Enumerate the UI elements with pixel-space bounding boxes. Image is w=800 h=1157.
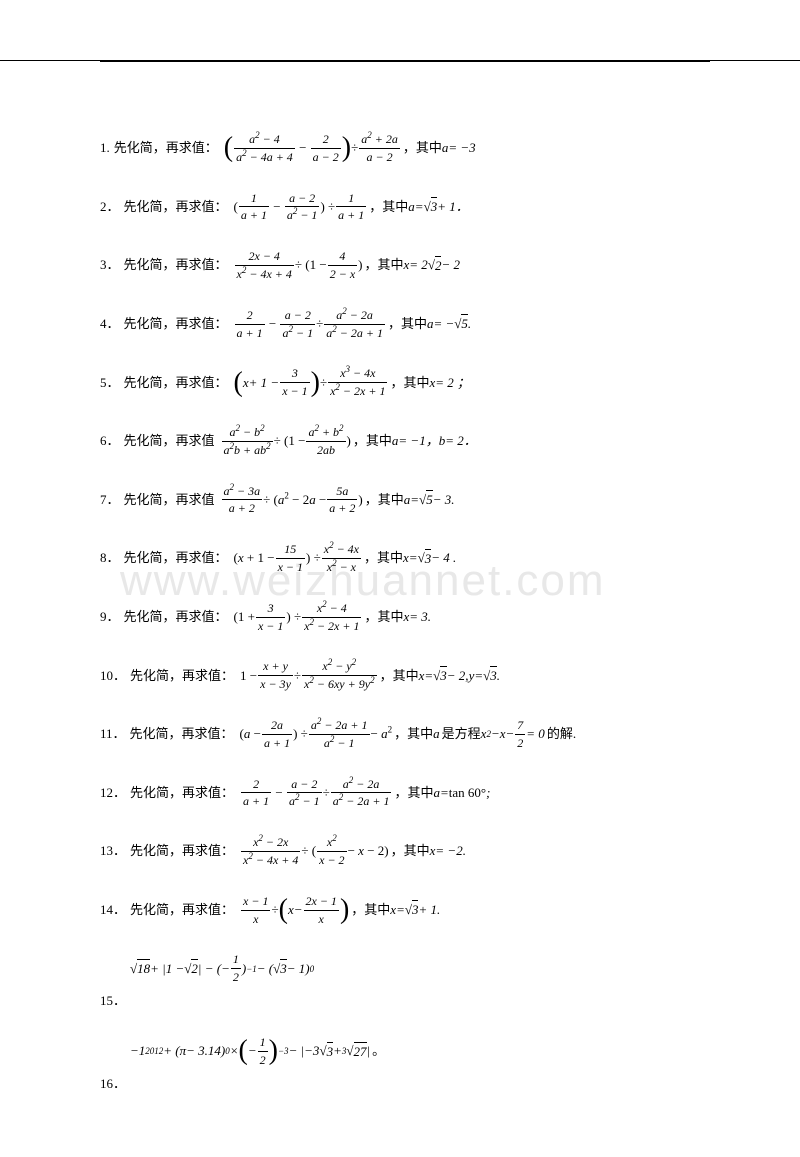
p9-expr: (1 + 3x − 1 ) ÷ x2 − 4x2 − 2x + 1 [234, 600, 363, 635]
p1-num: 1. [100, 139, 110, 157]
p11-tail: ，其中 [394, 725, 433, 743]
p9-num: 9． [100, 608, 120, 626]
p7-val: a = √5 − 3. [404, 490, 455, 509]
problem-10: 10． 先化简，再求值： 1 − x + yx − 3y ÷ x2 − y2x2… [100, 658, 710, 693]
p3-expr: 2x − 4x2 − 4x + 4 ÷ (1 − 42 − x ) [234, 248, 363, 283]
p2-tail: ，其中 [369, 198, 408, 216]
p10-tail: ，其中 [380, 667, 419, 685]
p8-label: 先化简，再求值： [124, 549, 228, 567]
p12-val: a = tan 60° ; [433, 784, 490, 802]
p12-tail: ，其中 [394, 784, 433, 802]
p7-num: 7． [100, 491, 120, 509]
p4-val: a = −√5. [427, 314, 471, 333]
p3-label: 先化简，再求值： [124, 256, 228, 274]
problem-7: 7． 先化简，再求值 a2 − 3aa + 2 ÷ (a2 − 2a − 5aa… [100, 483, 710, 518]
p7-tail: ，其中 [365, 491, 404, 509]
p9-val: x = 3. [404, 608, 432, 626]
p13-num: 13． [100, 842, 126, 860]
p5-tail: ，其中 [390, 374, 429, 392]
p16-expr: −12012 + (π − 3.14)0 × (−12)−3 − |−3√3 +… [130, 1034, 370, 1069]
problem-11: 11． 先化简，再求值： (a − 2aa + 1 ) ÷ a2 − 2a + … [100, 717, 710, 752]
p3-val: x = 2√2 − 2 [404, 256, 460, 275]
p6-num: 6． [100, 432, 120, 450]
problem-2: 2． 先化简，再求值： ( 1a + 1 − a − 2a2 − 1 ) ÷ 1… [100, 190, 710, 225]
problem-4: 4． 先化简，再求值： 2a + 1 − a − 2a2 − 1 ÷ a2 − … [100, 307, 710, 342]
p14-expr: x − 1x ÷ ( x − 2x − 1x ) [240, 893, 349, 928]
p7-expr: a2 − 3aa + 2 ÷ (a2 − 2a − 5aa + 2 ) [221, 483, 363, 518]
problem-13: 13． 先化简，再求值： x2 − 2xx2 − 4x + 4 ÷ ( x2x … [100, 834, 710, 869]
p11-label: 先化简，再求值： [130, 725, 234, 743]
p10-val: x = √3 − 2, y = √3. [419, 666, 500, 685]
p12-expr: 2a + 1 − a − 2a2 − 1 ÷ a2 − 2aa2 − 2a + … [240, 776, 392, 811]
p16-period: 。 [372, 1042, 385, 1060]
p2-label: 先化简，再求值： [124, 198, 228, 216]
p14-label: 先化简，再求值： [130, 901, 234, 919]
p2-expr: ( 1a + 1 − a − 2a2 − 1 ) ÷ 1a + 1 [234, 190, 368, 225]
p16-num: 16． [100, 1075, 126, 1093]
p1-val: a = −3 [442, 139, 476, 157]
p4-num: 4． [100, 315, 120, 333]
p13-expr: x2 − 2xx2 − 4x + 4 ÷ ( x2x − 2 − x − 2) [240, 834, 389, 869]
p1-tail: ，其中 [403, 139, 442, 157]
problem-6: 6． 先化简，再求值 a2 − b2a2b + ab2 ÷ (1 − a2 + … [100, 424, 710, 459]
p5-num: 5． [100, 374, 120, 392]
p4-label: 先化简，再求值： [124, 315, 228, 333]
problem-16: −12012 + (π − 3.14)0 × (−12)−3 − |−3√3 +… [100, 1034, 710, 1069]
p9-label: 先化简，再求值： [124, 608, 228, 626]
p15-num: 15． [100, 992, 126, 1010]
p1-expr: ( a2 − 4a2 − 4a + 4 − 2a − 2 ) ÷ a2 + 2a… [224, 131, 401, 166]
p11-num: 11． [100, 725, 126, 743]
p16-num-row: 16． [100, 1075, 710, 1093]
problem-1: 1. 先化简，再求值： ( a2 − 4a2 − 4a + 4 − 2a − 2… [100, 131, 710, 166]
problem-5: 5． 先化简，再求值： ( x + 1 − 3x − 1 ) ÷ x3 − 4x… [100, 365, 710, 400]
p8-val: x = √3 − 4 . [403, 549, 456, 568]
p6-expr: a2 − b2a2b + ab2 ÷ (1 − a2 + b22ab ) [221, 424, 351, 459]
p4-expr: 2a + 1 − a − 2a2 − 1 ÷ a2 − 2aa2 − 2a + … [234, 307, 386, 342]
p2-val: a = √3 + 1． [408, 197, 468, 216]
p10-expr: 1 − x + yx − 3y ÷ x2 − y2x2 − 6xy + 9y2 [240, 658, 378, 693]
p13-tail: ，其中 [391, 842, 430, 860]
p10-num: 10． [100, 667, 126, 685]
problem-15: √18 + |1 − √2| − (−12)−1 − (√3 − 1)0 [100, 951, 710, 986]
p13-val: x = −2. [430, 842, 466, 860]
p4-tail: ，其中 [388, 315, 427, 333]
p6-tail: ，其中 [353, 432, 392, 450]
p5-val: x = 2 ； [429, 374, 470, 392]
p9-tail: ，其中 [364, 608, 403, 626]
p1-label: 先化简，再求值： [114, 139, 218, 157]
p15-num-row: 15． [100, 992, 710, 1010]
problem-9: 9． 先化简，再求值： (1 + 3x − 1 ) ÷ x2 − 4x2 − 2… [100, 600, 710, 635]
p14-val: x = √3 + 1. [390, 900, 440, 919]
p6-label: 先化简，再求值 [124, 432, 215, 450]
p15-expr: √18 + |1 − √2| − (−12)−1 − (√3 − 1)0 [130, 951, 314, 986]
p14-tail: ，其中 [351, 901, 390, 919]
p14-num: 14． [100, 901, 126, 919]
p10-label: 先化简，再求值： [130, 667, 234, 685]
p13-label: 先化简，再求值： [130, 842, 234, 860]
p3-num: 3． [100, 256, 120, 274]
p8-expr: (x + 1 − 15x − 1 ) ÷ x2 − 4xx2 − x [234, 541, 362, 576]
p11-expr: (a − 2aa + 1 ) ÷ a2 − 2a + 1a2 − 1 − a2 [240, 717, 393, 752]
problem-14: 14． 先化简，再求值： x − 1x ÷ ( x − 2x − 1x ) ，其… [100, 893, 710, 928]
problem-8: 8． 先化简，再求值： (x + 1 − 15x − 1 ) ÷ x2 − 4x… [100, 541, 710, 576]
p12-num: 12． [100, 784, 126, 802]
p12-label: 先化简，再求值： [130, 784, 234, 802]
p6-val: a = −1，b = 2． [392, 432, 477, 450]
p5-label: 先化简，再求值： [124, 374, 228, 392]
p3-tail: ，其中 [364, 256, 403, 274]
p7-label: 先化简，再求值 [124, 491, 215, 509]
p8-tail: ，其中 [364, 549, 403, 567]
problem-12: 12． 先化简，再求值： 2a + 1 − a − 2a2 − 1 ÷ a2 −… [100, 776, 710, 811]
p11-val: a 是方程 x2 − x − 72 = 0 的解. [433, 717, 576, 752]
p5-expr: ( x + 1 − 3x − 1 ) ÷ x3 − 4xx2 − 2x + 1 [234, 365, 389, 400]
p8-num: 8． [100, 549, 120, 567]
p2-num: 2． [100, 198, 120, 216]
problem-3: 3． 先化简，再求值： 2x − 4x2 − 4x + 4 ÷ (1 − 42 … [100, 248, 710, 283]
